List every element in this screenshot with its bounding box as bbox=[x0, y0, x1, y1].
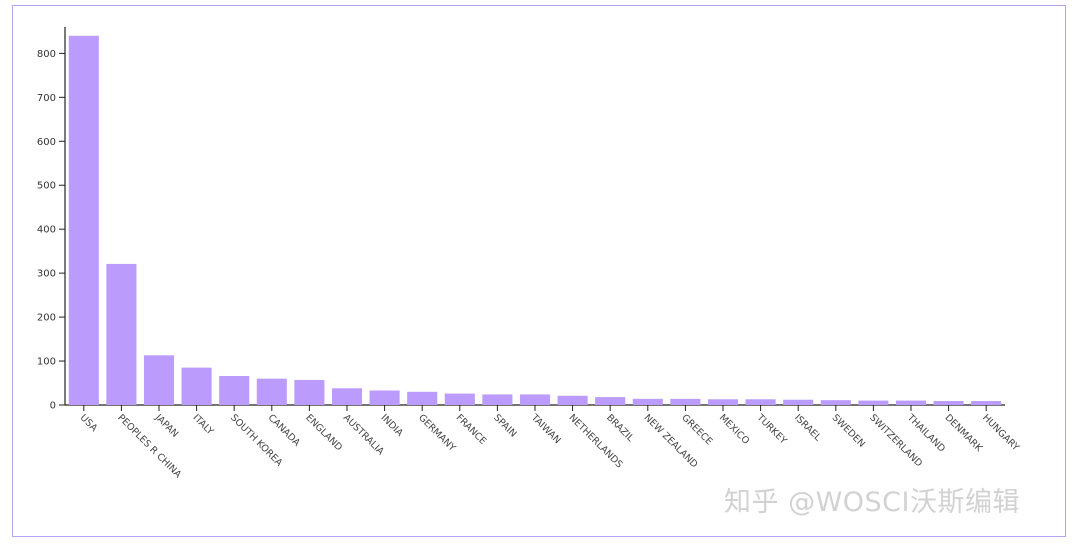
x-tick-label: TAIWAN bbox=[528, 412, 563, 447]
bar bbox=[68, 35, 99, 405]
x-tick-label: SWEDEN bbox=[830, 412, 867, 449]
bar bbox=[670, 398, 701, 405]
x-tick-label: ENGLAND bbox=[303, 412, 344, 453]
bar bbox=[971, 401, 1002, 405]
bar bbox=[933, 401, 964, 405]
bar bbox=[482, 394, 513, 405]
bar bbox=[557, 395, 588, 405]
x-tick-label: PEOPLES R CHINA bbox=[115, 412, 183, 480]
bar bbox=[895, 400, 927, 405]
x-axis bbox=[65, 404, 1005, 411]
bar bbox=[632, 398, 663, 405]
y-tick-label: 300 bbox=[37, 269, 56, 280]
bar bbox=[595, 397, 626, 405]
y-tick-label: 400 bbox=[37, 225, 56, 236]
bar bbox=[369, 390, 400, 405]
x-tick-label: TURKEY bbox=[754, 412, 789, 447]
bar bbox=[407, 391, 438, 405]
x-tick-label: ISRAEL bbox=[792, 412, 824, 444]
bar bbox=[256, 378, 287, 405]
x-tick-label: DENMARK bbox=[942, 412, 984, 454]
bar bbox=[106, 263, 137, 405]
bar bbox=[219, 375, 250, 405]
x-tick-label: JAPAN bbox=[152, 412, 180, 440]
x-tick-label: GERMANY bbox=[416, 412, 458, 454]
bar bbox=[707, 399, 739, 405]
y-tick-label: 0 bbox=[50, 401, 56, 412]
y-tick-label: 800 bbox=[37, 49, 56, 60]
bar bbox=[444, 393, 475, 405]
y-tick-label: 200 bbox=[37, 313, 56, 324]
x-tick-label: BRAZIL bbox=[604, 412, 636, 444]
chart-frame bbox=[12, 5, 1066, 537]
bar bbox=[143, 355, 175, 405]
x-tick-label: SPAIN bbox=[491, 412, 518, 439]
bar bbox=[181, 367, 212, 405]
bars bbox=[68, 35, 1002, 405]
bar bbox=[745, 399, 776, 405]
x-tick-label: HUNGARY bbox=[980, 412, 1021, 453]
x-tick-label: MEXICO bbox=[717, 412, 751, 446]
bar bbox=[783, 399, 814, 405]
bar bbox=[820, 400, 851, 405]
x-tick-label: INDIA bbox=[378, 412, 405, 439]
x-tick-label: FRANCE bbox=[454, 412, 489, 447]
watermark: 知乎 @WOSCI沃斯编辑 bbox=[724, 487, 1020, 518]
x-tick-label: CANADA bbox=[266, 412, 303, 449]
y-axis: 0 100 200 300 400 500 600 700 800 bbox=[37, 27, 66, 412]
bar bbox=[858, 400, 889, 405]
x-tick-label: ITALY bbox=[190, 412, 215, 437]
bar bbox=[331, 388, 363, 405]
bar bbox=[294, 379, 325, 405]
y-tick-label: 100 bbox=[37, 357, 56, 368]
x-tick-label: GREECE bbox=[679, 412, 714, 447]
x-tick-label: USA bbox=[78, 412, 100, 434]
y-tick-label: 600 bbox=[37, 137, 56, 148]
y-tick-label: 500 bbox=[37, 181, 56, 192]
bar bbox=[519, 394, 551, 405]
y-tick-label: 700 bbox=[37, 93, 56, 104]
